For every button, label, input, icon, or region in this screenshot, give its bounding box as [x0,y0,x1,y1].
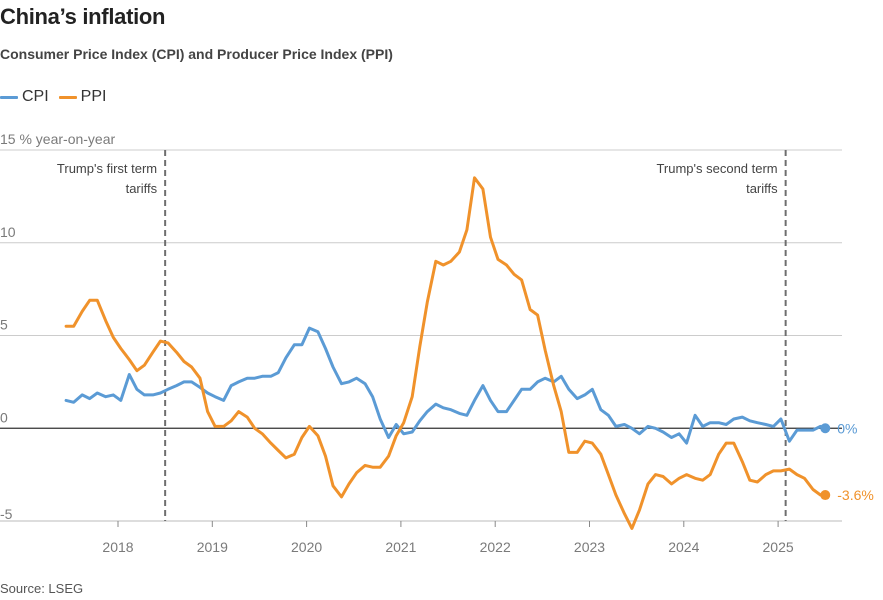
source-note: Source: LSEG [0,581,84,596]
annotation-label-1-line-2: tariffs [126,181,158,196]
end-label-ppi: -3.6% [837,487,874,503]
annotation-label-2-line-2: tariffs [746,181,778,196]
x-tick-label-2025: 2025 [763,539,794,555]
chart-title: China’s inflation [0,4,166,29]
y-tick-label-15: 15 % year-on-year [0,131,116,147]
x-tick-label-2018: 2018 [102,539,133,555]
annotation-label-1-line-1: Trump's first term [57,161,157,176]
x-tick-label-2022: 2022 [480,539,511,555]
chart-legend: CPI PPI [0,88,116,106]
x-tick-label-2023: 2023 [574,539,605,555]
y-tick-label--5: -5 [0,506,13,522]
end-label-cpi: 0% [837,420,857,436]
legend-item-ppi: PPI [58,88,107,106]
legend-swatch-cpi [0,95,18,99]
legend-item-cpi: CPI [0,88,49,106]
x-tick-label-2020: 2020 [291,539,322,555]
y-tick-label-0: 0 [0,409,8,425]
legend-label-ppi: PPI [80,88,107,105]
legend-swatch-ppi [58,95,77,99]
annotation-label-2-line-1: Trump's second term [656,161,777,176]
legend-label-cpi: CPI [22,88,49,105]
x-tick-label-2019: 2019 [197,539,228,555]
series-line-ppi [64,176,827,530]
y-tick-label-10: 10 [0,224,16,240]
series-line-cpi [64,326,827,445]
chart-subtitle: Consumer Price Index (CPI) and Producer … [0,46,393,62]
end-point-cpi [820,423,831,434]
x-tick-label-2024: 2024 [668,539,699,555]
end-point-ppi [820,490,831,501]
y-tick-label-5: 5 [0,317,8,333]
x-tick-label-2021: 2021 [385,539,416,555]
